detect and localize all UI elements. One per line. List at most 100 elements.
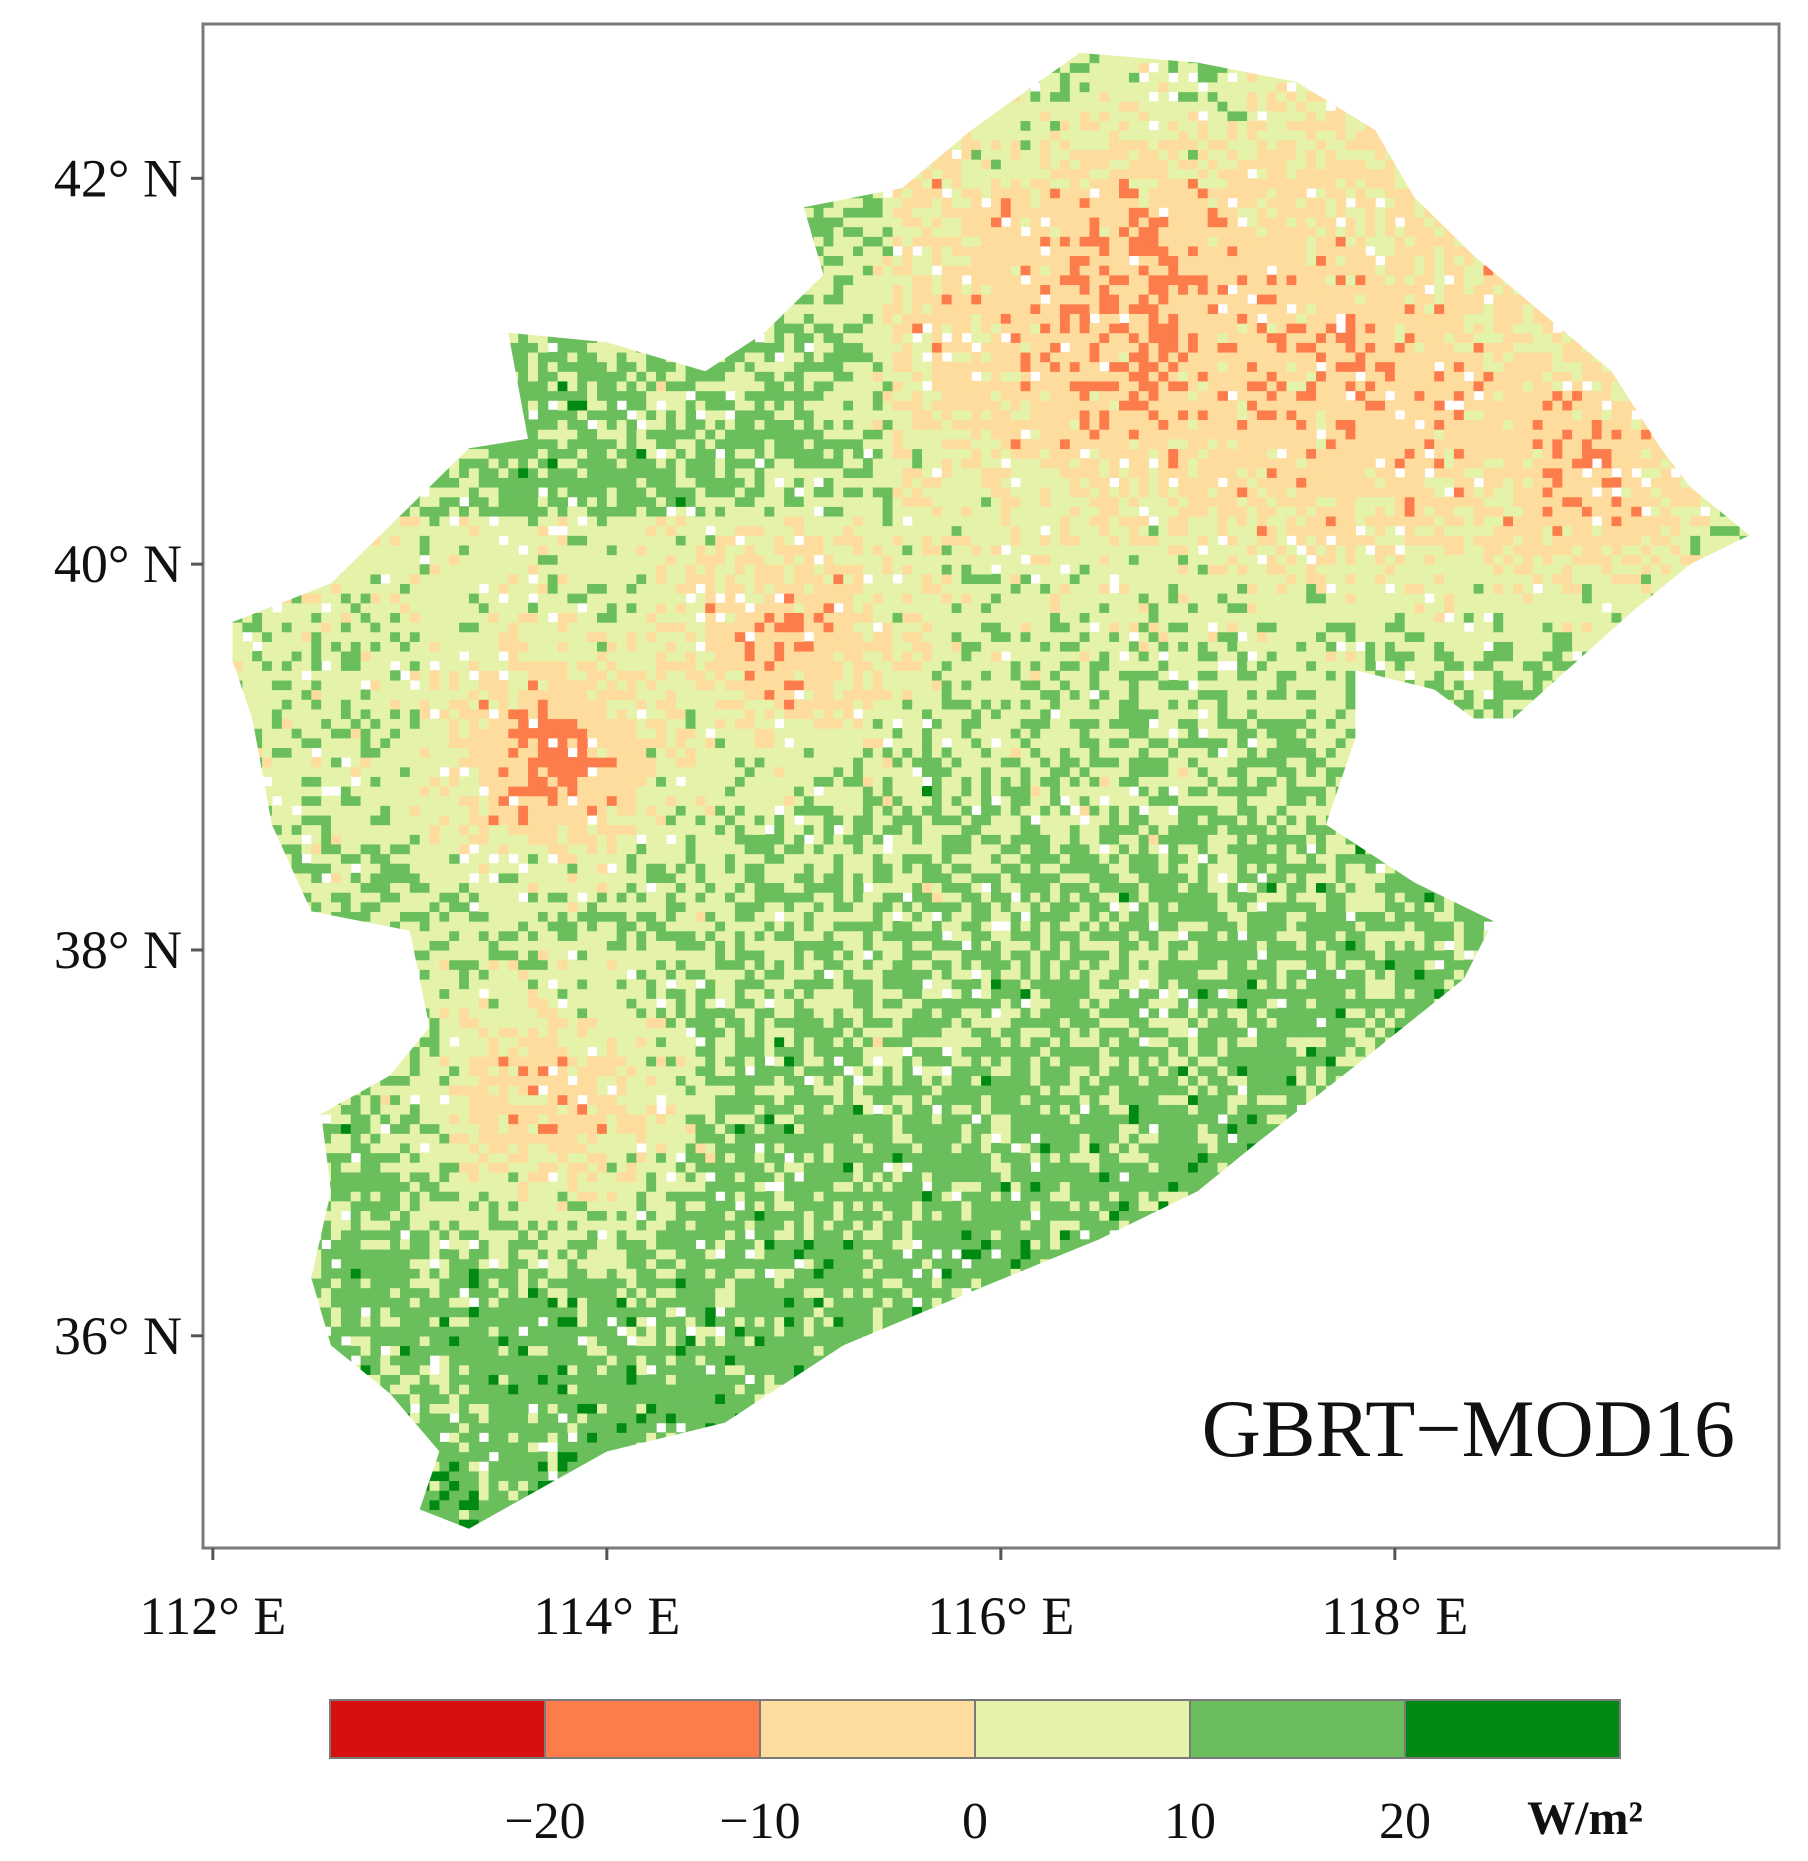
raster-cell: [646, 1249, 657, 1260]
raster-cell: [498, 1384, 509, 1395]
raster-cell: [498, 1470, 509, 1482]
raster-cell: [311, 1287, 322, 1298]
raster-cell: [360, 1335, 372, 1347]
raster-cell: [400, 1297, 411, 1308]
raster-cell: [537, 1229, 549, 1240]
raster-cell: [518, 1345, 529, 1356]
raster-cell: [528, 1413, 539, 1424]
raster-cell: [449, 1451, 460, 1462]
raster-cell: [744, 1345, 756, 1356]
raster-cell: [587, 1364, 598, 1375]
raster-cell: [636, 1393, 647, 1404]
raster-cell: [567, 1326, 578, 1337]
raster-cell: [340, 1239, 352, 1250]
raster-cell: [557, 1470, 569, 1482]
raster-cell: [626, 1403, 637, 1414]
raster-cell: [656, 1249, 667, 1260]
raster-cell: [813, 1345, 825, 1356]
raster-cell: [577, 1249, 588, 1260]
raster-cell: [321, 1258, 332, 1269]
raster-cell: [665, 1249, 677, 1260]
raster-cell: [400, 1355, 411, 1366]
raster-cell: [971, 1277, 982, 1289]
raster-cell: [429, 1345, 440, 1356]
raster-cell: [656, 1364, 667, 1375]
raster-cell: [725, 1306, 736, 1318]
raster-cell: [449, 1268, 460, 1279]
raster-cell: [468, 1268, 480, 1279]
raster-cell: [449, 1220, 460, 1231]
raster-cell: [468, 1499, 480, 1511]
raster-cell: [419, 1393, 431, 1404]
raster-cell: [725, 1268, 736, 1279]
raster-cell: [833, 1220, 844, 1231]
raster-cell: [577, 1239, 588, 1250]
raster-cell: [862, 1316, 874, 1327]
raster-cell: [557, 1451, 569, 1462]
raster-cell: [350, 1316, 362, 1327]
raster-cell: [537, 1239, 549, 1250]
raster-cell: [478, 1355, 490, 1366]
raster-cell: [616, 1277, 628, 1289]
raster-cell: [803, 1268, 815, 1279]
raster-cell: [803, 1345, 815, 1356]
raster-cell: [400, 1239, 411, 1250]
raster-cell: [892, 1277, 903, 1289]
raster-cell: [606, 1277, 618, 1289]
raster-cell: [853, 1258, 864, 1269]
raster-cell: [715, 1374, 726, 1385]
raster-cell: [606, 1229, 618, 1240]
raster-cell: [862, 1258, 874, 1269]
raster-cell: [508, 1258, 519, 1269]
raster-cell: [872, 1297, 884, 1308]
raster-cell: [823, 1326, 834, 1337]
raster-cell: [606, 1258, 618, 1269]
raster-cell: [1000, 1229, 1012, 1240]
raster-cell: [616, 1384, 628, 1395]
raster-cell: [557, 1258, 569, 1269]
raster-cell: [370, 1277, 381, 1289]
raster-cell: [695, 1422, 706, 1433]
raster-cell: [843, 1249, 854, 1260]
raster-cell: [774, 1316, 785, 1327]
raster-cell: [774, 1277, 785, 1289]
raster-cell: [685, 1297, 697, 1308]
raster-cell: [409, 1229, 421, 1240]
raster-cell: [419, 1220, 431, 1231]
raster-cell: [567, 1287, 578, 1298]
raster-cell: [665, 1345, 677, 1356]
raster-cell: [616, 1297, 628, 1308]
raster-cell: [853, 1277, 864, 1289]
raster-cell: [626, 1297, 637, 1308]
raster-cell: [587, 1297, 598, 1308]
raster-cell: [1040, 1220, 1051, 1231]
raster-cell: [636, 1297, 647, 1308]
raster-cell: [922, 1277, 933, 1289]
raster-cell: [468, 1519, 480, 1529]
raster-cell: [636, 1403, 647, 1414]
raster-cell: [478, 1220, 490, 1231]
raster-cell: [813, 1268, 825, 1279]
raster-cell: [784, 1374, 795, 1385]
raster-cell: [468, 1470, 480, 1482]
raster-cell: [429, 1229, 440, 1240]
raster-cell: [813, 1316, 825, 1327]
raster-cell: [685, 1306, 697, 1318]
raster-cell: [537, 1403, 549, 1414]
raster-cell: [1000, 1249, 1012, 1260]
raster-cell: [1069, 1239, 1081, 1250]
raster-cell: [961, 1239, 972, 1250]
raster-cell: [597, 1335, 608, 1347]
raster-cell: [468, 1345, 480, 1356]
raster-cell: [754, 1374, 766, 1385]
raster-cell: [744, 1277, 756, 1289]
raster-cell: [685, 1384, 697, 1395]
raster-cell: [370, 1335, 381, 1347]
raster-cell: [744, 1316, 756, 1327]
raster-cell: [508, 1470, 519, 1482]
raster-cell: [587, 1422, 598, 1433]
raster-cell: [439, 1413, 450, 1424]
raster-cell: [754, 1277, 766, 1289]
raster-cell: [567, 1220, 578, 1231]
raster-cell: [488, 1422, 500, 1433]
